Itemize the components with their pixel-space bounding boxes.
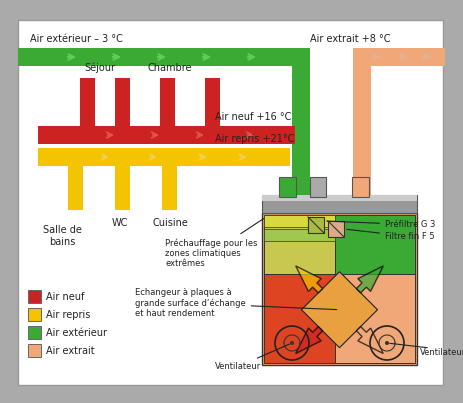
FancyArrow shape bbox=[357, 326, 383, 353]
Text: Ventilateur: Ventilateur bbox=[420, 348, 463, 357]
Bar bbox=[262, 195, 417, 213]
Text: Filtre fin F 5: Filtre fin F 5 bbox=[347, 229, 435, 241]
Bar bbox=[353, 48, 371, 195]
Text: Chambre: Chambre bbox=[148, 63, 192, 73]
Bar bbox=[38, 148, 290, 166]
Bar bbox=[264, 274, 335, 363]
Text: Séjour: Séjour bbox=[85, 62, 115, 73]
Text: Préfiltre G 3: Préfiltre G 3 bbox=[327, 220, 435, 229]
Bar bbox=[28, 326, 41, 339]
Bar bbox=[262, 213, 417, 365]
Text: Préchauffage pour les
zones climatiques
extrêmes: Préchauffage pour les zones climatiques … bbox=[165, 218, 264, 268]
Bar bbox=[352, 177, 369, 197]
Bar bbox=[264, 215, 335, 227]
Text: Air repris +21°C: Air repris +21°C bbox=[215, 134, 294, 144]
Bar bbox=[68, 166, 83, 210]
Polygon shape bbox=[301, 272, 377, 348]
Circle shape bbox=[385, 341, 389, 345]
Text: Ventilateur: Ventilateur bbox=[215, 344, 289, 371]
Bar bbox=[335, 215, 415, 274]
Text: Air extérieur: Air extérieur bbox=[46, 328, 107, 337]
Bar bbox=[80, 78, 95, 126]
Bar bbox=[115, 166, 130, 210]
Bar bbox=[38, 126, 295, 144]
Bar bbox=[335, 274, 415, 363]
Circle shape bbox=[290, 341, 294, 345]
Text: Air neuf: Air neuf bbox=[46, 291, 84, 301]
Bar bbox=[328, 221, 344, 237]
Bar bbox=[308, 217, 324, 233]
Text: Cuisine: Cuisine bbox=[152, 218, 188, 228]
Bar bbox=[264, 215, 335, 274]
Text: Salle de
bains: Salle de bains bbox=[43, 225, 81, 247]
Text: Air neuf +16 °C: Air neuf +16 °C bbox=[215, 112, 291, 122]
Bar bbox=[264, 229, 335, 241]
Text: Air extrait +8 °C: Air extrait +8 °C bbox=[310, 34, 390, 44]
Bar bbox=[262, 195, 417, 201]
Text: Air extrait: Air extrait bbox=[46, 345, 94, 355]
Bar bbox=[115, 78, 130, 126]
Text: WC: WC bbox=[112, 218, 128, 228]
Bar bbox=[18, 48, 310, 66]
Bar bbox=[292, 48, 310, 195]
Bar bbox=[205, 78, 220, 126]
Bar bbox=[279, 177, 296, 197]
Bar bbox=[353, 48, 445, 66]
FancyArrow shape bbox=[357, 266, 383, 293]
FancyArrow shape bbox=[296, 326, 323, 353]
Text: Air repris: Air repris bbox=[46, 310, 90, 320]
Text: Echangeur à plaques à
grande surface d’échange
et haut rendement: Echangeur à plaques à grande surface d’é… bbox=[135, 288, 337, 318]
Bar bbox=[28, 290, 41, 303]
Bar bbox=[310, 177, 326, 197]
Bar bbox=[160, 78, 175, 126]
Text: Air extérieur – 3 °C: Air extérieur – 3 °C bbox=[30, 34, 123, 44]
Bar bbox=[28, 344, 41, 357]
Bar bbox=[162, 166, 177, 210]
FancyArrow shape bbox=[296, 266, 323, 293]
Bar bbox=[28, 308, 41, 321]
